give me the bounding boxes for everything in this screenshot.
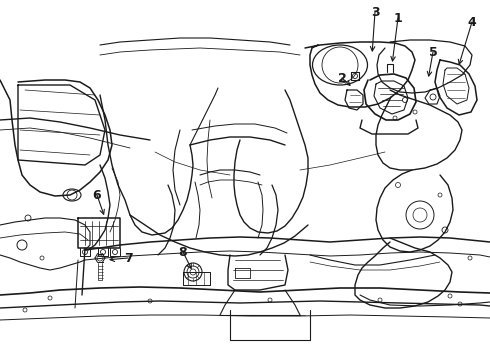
Text: 8: 8 bbox=[179, 246, 187, 258]
Text: 2: 2 bbox=[338, 72, 346, 85]
Text: 4: 4 bbox=[467, 15, 476, 28]
Text: 6: 6 bbox=[93, 189, 101, 202]
Text: 3: 3 bbox=[371, 5, 379, 18]
Text: 1: 1 bbox=[393, 12, 402, 24]
Text: 7: 7 bbox=[123, 252, 132, 265]
Text: 5: 5 bbox=[429, 45, 438, 59]
